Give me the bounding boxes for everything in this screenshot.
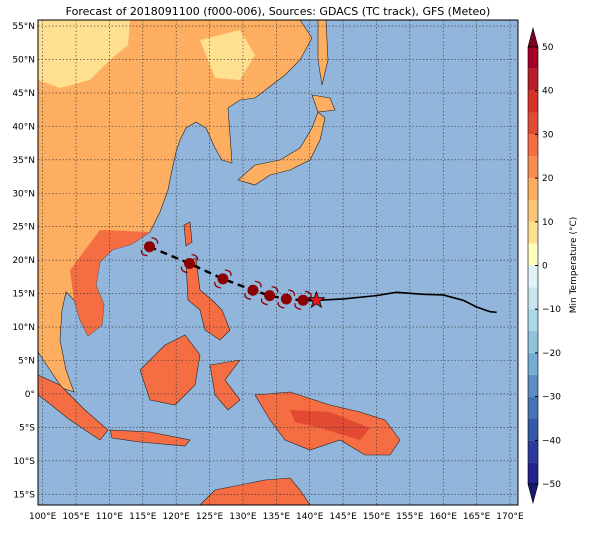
storm-symbol: [247, 284, 259, 296]
colorbar-band: [528, 331, 538, 353]
storm-symbol: [184, 258, 196, 270]
colorbar-tick-label: −50: [542, 480, 561, 490]
colorbar-band: [528, 178, 538, 200]
colorbar-band: [528, 243, 538, 266]
java: [109, 429, 191, 447]
land: [37, 19, 401, 506]
x-tick-label: 135°E: [263, 512, 291, 522]
storm-spiral: [244, 280, 262, 300]
colorbar-tick-label: −30: [542, 393, 561, 403]
colorbar-band: [528, 90, 538, 113]
taiwan: [183, 221, 193, 247]
y-tick-label: 10°N: [12, 323, 35, 333]
borneo: [139, 334, 201, 406]
colorbar-tick-label: 0: [542, 262, 548, 272]
x-tick-label: 140°E: [296, 512, 324, 522]
colorbar-band: [528, 68, 538, 91]
colorbar-tick-label: 50: [542, 43, 554, 53]
current-position: [307, 290, 326, 309]
storm-spiral: [294, 290, 312, 310]
storm-spiral: [260, 285, 279, 306]
y-tick-label: 15°N: [12, 290, 35, 300]
colorbar-tick-label: 40: [542, 87, 554, 97]
y-tick-label: 10°S: [13, 457, 35, 467]
colorbar-band: [528, 287, 538, 310]
y-tick-label: 25°N: [12, 223, 35, 233]
y-tick-label: 30°N: [12, 189, 35, 199]
storm-symbol: [217, 273, 229, 285]
storm-spiral: [140, 237, 159, 257]
north-plain: [38, 20, 130, 88]
colorbar-band: [528, 462, 538, 484]
storm-symbol: [264, 290, 276, 302]
storm-spiral: [214, 269, 232, 289]
x-tick-label: 110°E: [96, 512, 124, 522]
colorbar-band: [528, 309, 538, 332]
colorbar-label: Min Temperature (°C): [569, 217, 579, 314]
sulawesi: [209, 359, 241, 411]
manchuria: [200, 30, 255, 80]
x-tick-label: 145°E: [329, 512, 357, 522]
map-layer: [38, 20, 518, 505]
colorbar-band: [528, 352, 538, 375]
colorbar-band: [528, 221, 538, 244]
x-tick-label: 150°E: [363, 512, 391, 522]
colorbar-band: [528, 47, 538, 69]
y-tick-label: 45°N: [12, 89, 35, 99]
colorbar-band: [528, 418, 538, 441]
x-tick-label: 125°E: [196, 512, 224, 522]
x-tick-label: 105°E: [62, 512, 90, 522]
hokkaido: [311, 94, 336, 113]
y-tick-label: 15°S: [13, 490, 35, 500]
colorbar-band: [528, 396, 538, 419]
y-tick-label: 5°N: [18, 357, 35, 367]
asia-mainland: [37, 19, 313, 393]
colorbar-tick-label: −40: [542, 436, 561, 446]
x-tick-label: 160°E: [430, 512, 458, 522]
y-tick-label: 55°N: [12, 22, 35, 32]
storm-symbol: [143, 241, 155, 253]
y-tick-label: 20°N: [12, 256, 35, 266]
colorbar-tick-label: 10: [542, 218, 554, 228]
new-guinea-highlands: [290, 410, 370, 440]
colorbar-band: [528, 156, 538, 179]
colorbar-band: [528, 374, 538, 397]
colorbar-band: [528, 265, 538, 288]
x-tick-label: 165°E: [463, 512, 491, 522]
colorbar-tick-label: −20: [542, 349, 561, 359]
x-tick-label: 155°E: [396, 512, 424, 522]
storm-symbol: [297, 294, 309, 306]
title: Forecast of 2018091100 (f000-006), Sourc…: [66, 5, 491, 18]
colorbar-band: [528, 134, 538, 157]
y-tick-label: 5°S: [19, 423, 35, 433]
colorbar-tick-label: −10: [542, 305, 561, 315]
australia: [199, 477, 311, 506]
y-tick-label: 40°N: [12, 122, 35, 132]
colorbar-band: [528, 112, 538, 135]
x-tick-label: 120°E: [163, 512, 191, 522]
sumatra: [37, 374, 109, 441]
colorbar-band: [528, 440, 538, 463]
colorbar-extend-top: [527, 26, 539, 48]
colorbar-tick-label: 30: [542, 130, 554, 140]
storm-spiral: [180, 253, 199, 274]
storm-spiral: [277, 289, 296, 309]
y-tick-label: 35°N: [12, 156, 35, 166]
y-tick-label: 0°: [25, 390, 35, 400]
x-tick-label: 130°E: [229, 512, 257, 522]
colorbar-tick-label: 20: [542, 174, 554, 184]
x-tick-label: 115°E: [129, 512, 157, 522]
philippines: [185, 257, 231, 341]
storm-symbol: [280, 293, 292, 305]
x-tick-label: 170°E: [496, 512, 524, 522]
x-tick-label: 100°E: [29, 512, 57, 522]
map-frame: [37, 19, 519, 506]
colorbar-extend-bottom: [527, 483, 539, 505]
past-track: [316, 291, 497, 314]
y-tick-label: 50°N: [12, 55, 35, 65]
south-china: [70, 230, 150, 336]
colorbar-band: [528, 199, 538, 222]
